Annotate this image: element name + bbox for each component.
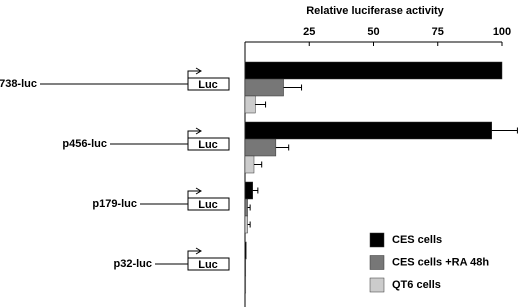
x-tick-label: 100 [493,26,511,38]
x-axis-title: Relative luciferase activity [306,5,444,17]
bar [244,61,503,80]
luc-label: Luc [198,79,218,91]
legend-swatch [369,255,385,270]
category-label: p32-luc [113,258,152,270]
bar [244,258,247,277]
bar [244,241,247,260]
bar [244,138,277,157]
bar [244,155,255,174]
legend-swatch [369,232,385,248]
luc-label: Luc [198,199,218,211]
category-label: p179-luc [92,198,137,210]
legend-label: CES cells +RA 48h [392,256,489,268]
bar [244,181,253,200]
error-bar [247,204,251,211]
luc-label: Luc [198,139,218,151]
error-bar [253,161,263,168]
bar [244,121,492,140]
error-bar [275,144,290,151]
legend-label: CES cells [392,234,442,246]
luc-label: Luc [198,259,218,271]
bar [244,78,284,97]
bar [244,198,248,217]
category-label: p456-luc [62,138,107,150]
bar [244,215,248,234]
luc-box [187,257,230,271]
error-bar [491,127,518,134]
bar [244,95,256,114]
error-bar [283,84,303,91]
luc-box [187,77,230,91]
error-bar [255,101,267,108]
x-tick-label: 75 [432,26,444,38]
luc-box [187,197,230,211]
legend-swatch [369,277,385,293]
x-tick-label: 50 [367,26,379,38]
bar [244,275,247,294]
luc-box [187,137,230,151]
error-bar [247,221,251,228]
error-bar [252,187,259,194]
legend-label: QT6 cells [392,279,441,291]
category-label: 738-luc [0,78,37,90]
x-tick-label: 25 [303,26,315,38]
